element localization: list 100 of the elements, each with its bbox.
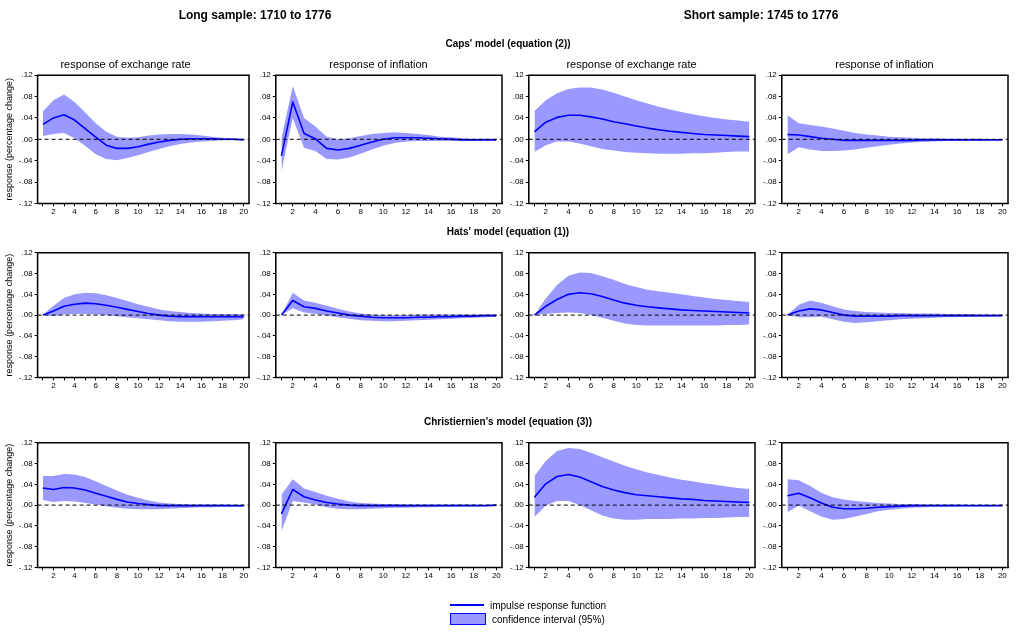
x-tick-label: 16 (699, 207, 710, 217)
x-tick-label: 2 (796, 381, 802, 391)
y-tick-label: .08 (765, 91, 778, 101)
x-tick-label: 4 (819, 207, 825, 217)
y-tick-label: -.08 (762, 541, 778, 551)
y-tick-label: .04 (512, 479, 525, 489)
x-tick-label: 2 (543, 571, 549, 581)
text: Hats' model (equation (1)) (445, 226, 571, 237)
y-tick-label: .12 (765, 248, 778, 257)
y-tick-label: .00 (259, 500, 272, 510)
y-tick-label: -.08 (256, 351, 272, 361)
x-tick-label: 8 (864, 571, 870, 581)
x-tick-label: 18 (469, 207, 479, 217)
x-tick-label: 2 (51, 571, 57, 581)
y-tick-label: -.08 (18, 541, 34, 551)
x-tick-label: 20 (997, 207, 1008, 217)
y-tick-label: .00 (765, 134, 778, 144)
x-tick-label: 16 (699, 571, 710, 581)
x-tick-label: 6 (841, 207, 847, 217)
y-tick-label: -.04 (256, 155, 272, 165)
x-tick-label: 8 (864, 207, 870, 217)
x-tick-label: 12 (907, 381, 917, 391)
x-tick-label: 18 (722, 571, 732, 581)
x-tick-label: 6 (841, 571, 847, 581)
x-tick-label: 2 (51, 207, 57, 217)
y-tick-label: -.08 (509, 541, 525, 551)
x-tick-label: 8 (358, 571, 364, 581)
x-tick-label: 12 (654, 381, 664, 391)
x-tick-label: 14 (175, 207, 186, 217)
x-tick-label: 4 (819, 381, 825, 391)
chart-title: response of exchange rate (60, 57, 191, 70)
x-tick-label: 2 (543, 381, 549, 391)
y-tick-label: -.04 (18, 155, 34, 165)
y-tick-label: .04 (259, 479, 272, 489)
y-tick-label: .04 (21, 113, 34, 123)
y-tick-label: -.04 (18, 331, 34, 341)
y-tick-label: .12 (21, 438, 34, 447)
y-tick-label: .08 (259, 268, 272, 278)
legend-label: impulse response function (490, 599, 607, 611)
y-axis-title: response (percentage change) (3, 78, 14, 201)
x-tick-label: 2 (543, 207, 549, 217)
y-tick-label: .04 (765, 479, 778, 489)
x-tick-label: 10 (884, 571, 895, 581)
x-tick-label: 6 (93, 381, 99, 391)
x-tick-label: 14 (930, 571, 940, 581)
y-tick-label: .08 (21, 458, 34, 468)
x-tick-label: 16 (196, 207, 207, 217)
y-tick-label: .04 (512, 113, 525, 123)
x-tick-label: 20 (744, 571, 755, 581)
x-tick-label: 20 (491, 207, 502, 217)
y-tick-label: .00 (512, 500, 525, 510)
x-tick-label: 4 (313, 571, 319, 581)
x-tick-label: 12 (154, 381, 165, 391)
y-tick-label: -.12 (509, 562, 525, 572)
y-tick-label: .08 (765, 268, 778, 278)
y-tick-label: -.04 (18, 521, 34, 531)
y-tick-label: -.08 (509, 351, 525, 361)
x-tick-label: 16 (952, 207, 963, 217)
y-tick-label: -.12 (18, 372, 34, 382)
x-tick-label: 12 (401, 381, 411, 391)
x-tick-label: 6 (588, 381, 594, 391)
y-tick-label: .08 (765, 458, 778, 468)
x-tick-label: 10 (378, 207, 389, 217)
x-tick-label: 12 (401, 207, 411, 217)
y-tick-label: -.08 (18, 177, 34, 187)
x-tick-label: 18 (975, 571, 985, 581)
x-tick-label: 10 (884, 207, 895, 217)
text: Short sample: 1745 to 1776 (682, 8, 840, 22)
y-tick-label: .04 (765, 289, 778, 299)
x-tick-label: 20 (239, 207, 249, 217)
y-tick-label: -.04 (762, 521, 778, 531)
y-tick-label: -.12 (256, 372, 272, 382)
x-tick-label: 8 (864, 381, 870, 391)
x-tick-label: 8 (611, 381, 617, 391)
chart-title: response of exchange rate (566, 57, 697, 70)
y-tick-label: -.12 (509, 372, 525, 382)
y-tick-label: .08 (512, 268, 525, 278)
x-tick-label: 6 (335, 571, 341, 581)
x-tick-label: 18 (218, 207, 228, 217)
x-tick-label: 12 (401, 571, 411, 581)
x-tick-label: 14 (677, 381, 687, 391)
y-tick-label: .04 (21, 479, 34, 489)
x-tick-label: 10 (133, 207, 143, 217)
x-tick-label: 2 (796, 571, 802, 581)
x-tick-label: 14 (175, 571, 186, 581)
y-tick-label: .08 (21, 268, 34, 278)
x-tick-label: 14 (424, 381, 434, 391)
x-tick-label: 20 (491, 571, 502, 581)
chart-title: response of inflation (329, 57, 428, 70)
y-tick-label: .08 (259, 458, 272, 468)
x-tick-label: 12 (654, 207, 664, 217)
y-tick-label: -.04 (762, 155, 778, 165)
y-tick-label: -.12 (18, 562, 34, 572)
y-tick-label: .00 (512, 134, 525, 144)
x-tick-label: 8 (114, 381, 120, 391)
x-tick-label: 16 (952, 571, 963, 581)
x-tick-label: 14 (424, 571, 434, 581)
y-tick-label: .12 (259, 438, 272, 447)
x-tick-label: 16 (196, 381, 207, 391)
chart-title: response of inflation (835, 57, 934, 70)
